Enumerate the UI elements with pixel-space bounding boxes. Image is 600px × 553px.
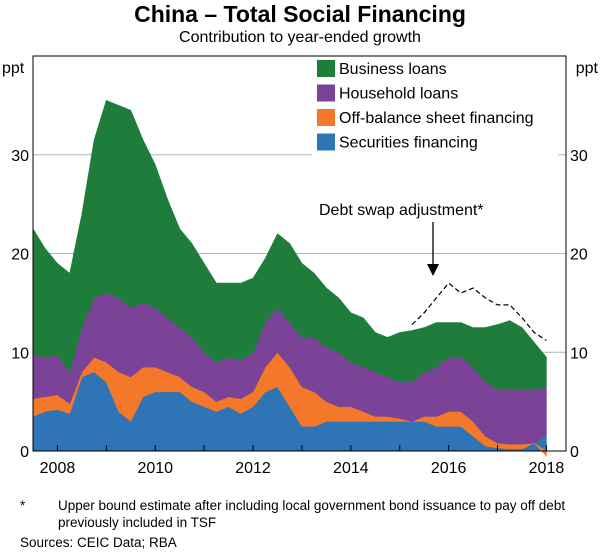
legend-label: Business loans xyxy=(339,61,447,78)
y-unit-right: ppt xyxy=(576,60,599,77)
legend-swatch xyxy=(317,60,335,77)
stacked-area-chart: 2008 2010 2012 2014 2016 2018 0 0 10 10 20 20 30 30 p… xyxy=(2,55,599,477)
footnote-text: Upper bound estimate after including loc… xyxy=(58,498,566,530)
x-tick-label: 2016 xyxy=(431,460,467,477)
y-unit-left: ppt xyxy=(2,60,25,77)
legend: Business loans Household loans Off-balance… xyxy=(312,58,558,158)
y-tick-label-left: 10 xyxy=(11,345,29,362)
x-axis: 2008 2010 2012 2014 2016 2018 xyxy=(40,445,565,477)
legend-swatch xyxy=(317,133,335,151)
y-tick-label-right: 30 xyxy=(570,148,588,165)
legend-background xyxy=(312,58,558,158)
annotation-label: Debt swap adjustment* xyxy=(319,202,484,219)
legend-swatch xyxy=(317,84,335,102)
footnote-marker: * xyxy=(20,498,26,513)
y-tick-label-left: 30 xyxy=(11,148,29,165)
series-areas xyxy=(32,99,547,457)
x-tick-label: 2012 xyxy=(235,460,271,477)
y-tick-label-right: 0 xyxy=(570,444,579,461)
y-tick-label-right: 20 xyxy=(570,247,588,264)
y-tick-label-right: 10 xyxy=(570,345,588,362)
legend-label: Off-balance sheet financing xyxy=(339,110,534,127)
plot-frame xyxy=(32,55,567,452)
legend-label: Household loans xyxy=(339,86,458,103)
y-tick-label-left: 0 xyxy=(20,444,29,461)
legend-label: Securities financing xyxy=(339,135,478,152)
chart-subtitle: Contribution to year-ended growth xyxy=(179,29,421,46)
x-tick-label: 2010 xyxy=(137,460,173,477)
annotation-arrow-head xyxy=(427,264,439,276)
x-tick-label: 2018 xyxy=(529,460,565,477)
x-tick-label: 2014 xyxy=(333,460,369,477)
legend-swatch xyxy=(317,109,335,126)
debt-swap-line xyxy=(411,282,547,341)
annotation: Debt swap adjustment* xyxy=(319,202,484,276)
debt-swap-overlay xyxy=(411,282,547,341)
y-axes: 0 0 10 10 20 20 30 30 ppt ppt xyxy=(2,60,599,461)
y-tick-label-left: 20 xyxy=(11,247,29,264)
sources-note: Sources: CEIC Data; RBA xyxy=(20,535,177,550)
x-tick-label: 2008 xyxy=(40,460,76,477)
chart-title: China – Total Social Financing xyxy=(134,1,466,27)
area-business-loans xyxy=(32,99,547,391)
